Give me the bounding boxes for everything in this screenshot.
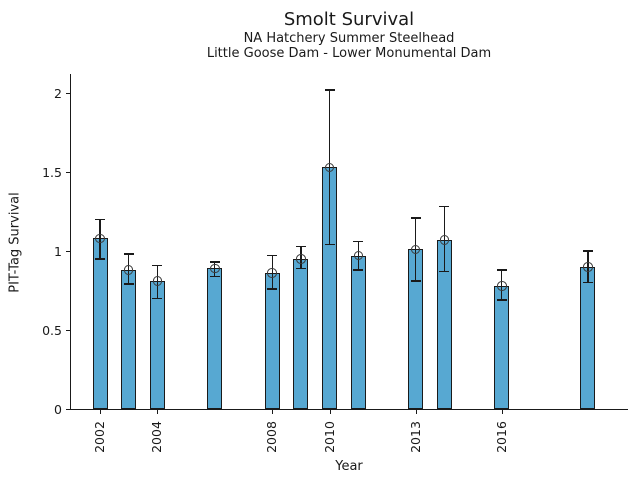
x-tick	[501, 410, 503, 414]
x-tick-label: 2008	[264, 421, 280, 453]
bar-2011	[350, 255, 366, 409]
y-tick-label: 0	[54, 401, 62, 417]
error-cap-high-2014	[439, 206, 450, 208]
y-axis-label: PIT-Tag Survival	[7, 192, 23, 293]
error-cap-low-2008	[267, 288, 278, 290]
y-tick-label: 2	[54, 85, 62, 101]
bar-2008	[264, 273, 280, 409]
bar-2006	[207, 268, 223, 409]
mean-marker-2019	[583, 262, 593, 272]
x-tick	[415, 410, 417, 414]
x-tick	[329, 410, 331, 414]
mean-marker-2009	[296, 254, 306, 264]
x-tick-label: 2016	[493, 421, 509, 453]
y-tick-label: 0.5	[42, 322, 62, 338]
mean-marker-2014	[439, 235, 450, 245]
error-cap-high-2006	[209, 261, 220, 263]
y-tick	[66, 93, 70, 94]
error-cap-low-2004	[152, 297, 163, 300]
y-tick-label: 1.5	[42, 164, 62, 180]
chart-subtitle-reach: Little Goose Dam - Lower Monumental Dam	[206, 46, 492, 61]
mean-marker-2006	[210, 263, 220, 274]
error-cap-low-2002	[95, 258, 105, 260]
error-cap-high-2013	[410, 217, 421, 219]
error-cap-high-2011	[353, 240, 364, 243]
error-cap-high-2009	[295, 245, 306, 247]
chart-subtitle-stock: NA Hatchery Summer Steelhead	[243, 31, 455, 46]
bar-2003	[121, 269, 137, 409]
x-axis-label: Year	[335, 459, 363, 474]
mean-marker-2008	[267, 268, 277, 278]
x-tick-label: 2010	[321, 421, 337, 453]
x-tick-label: 2004	[149, 421, 165, 453]
error-cap-low-2011	[353, 269, 364, 271]
x-axis-spine	[70, 409, 628, 410]
mean-marker-2004	[152, 276, 163, 286]
error-cap-high-2008	[267, 255, 278, 257]
error-cap-high-2016	[496, 269, 507, 271]
mean-marker-2010	[324, 162, 335, 172]
error-cap-high-2004	[152, 264, 163, 266]
error-cap-low-2010	[324, 243, 335, 246]
x-tick-label: 2002	[92, 421, 107, 453]
chart-title: Smolt Survival	[283, 9, 415, 30]
mean-marker-2002	[95, 233, 105, 244]
error-cap-low-2009	[295, 267, 306, 270]
error-cap-low-2013	[410, 280, 421, 282]
bar-2016	[494, 285, 510, 409]
error-cap-low-2003	[123, 283, 134, 285]
mean-marker-2011	[353, 250, 364, 261]
y-tick	[66, 409, 70, 410]
bar-2009	[293, 258, 309, 409]
mean-marker-2013	[410, 244, 421, 255]
bar-2004	[149, 281, 165, 409]
y-tick	[66, 172, 70, 173]
error-cap-low-2019	[582, 281, 593, 284]
x-tick	[157, 410, 159, 414]
y-tick-label: 1	[54, 243, 62, 259]
mean-marker-2016	[497, 281, 507, 291]
x-tick-label: 2013	[407, 421, 423, 453]
error-cap-low-2016	[496, 299, 507, 301]
y-tick	[66, 251, 70, 252]
error-cap-high-2019	[582, 250, 593, 252]
bar-2002	[92, 238, 108, 409]
error-cap-high-2002	[95, 218, 105, 221]
x-tick	[100, 410, 101, 414]
error-cap-high-2003	[123, 253, 134, 255]
error-cap-high-2010	[324, 89, 335, 91]
y-axis-spine	[70, 74, 71, 410]
error-cap-low-2006	[209, 275, 220, 277]
error-cap-low-2014	[439, 270, 450, 273]
mean-marker-2003	[123, 265, 134, 275]
x-tick	[272, 410, 274, 414]
y-tick	[66, 330, 70, 331]
bar-2019	[580, 266, 596, 409]
